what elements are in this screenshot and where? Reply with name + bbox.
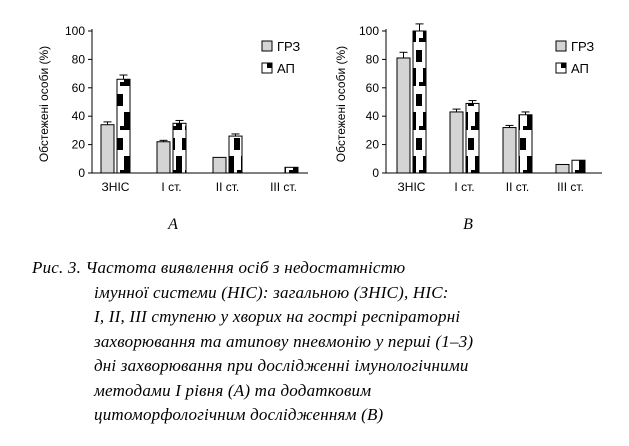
y-tick-label: 40 xyxy=(72,109,86,123)
bar-grz xyxy=(212,156,227,174)
caption-line: цитоморфологічним дослідженням (В) xyxy=(94,405,384,424)
legend-swatch-grz xyxy=(555,40,567,52)
legend-label-grz: ГРЗ xyxy=(571,39,594,54)
bar-ap xyxy=(412,30,427,174)
caption-line: I, II, III ступеню у хворих на гострі ре… xyxy=(94,307,461,326)
panel-label: В xyxy=(463,216,473,233)
x-tick-label: II ст. xyxy=(506,180,530,194)
bar-ap xyxy=(284,166,299,174)
bar-ap xyxy=(518,114,533,174)
x-tick-label: II ст. xyxy=(216,180,240,194)
y-tick-label: 60 xyxy=(366,81,380,95)
bar-grz xyxy=(100,124,115,174)
y-tick-label: 0 xyxy=(78,166,85,180)
legend-label-grz: ГРЗ xyxy=(277,39,300,54)
bar-grz xyxy=(156,141,171,174)
y-tick-label: 100 xyxy=(65,24,85,38)
y-axis-label: Обстежені особи (%) xyxy=(334,46,348,162)
x-tick-label: ЗНІС xyxy=(398,180,426,194)
legend-label-ap: АП xyxy=(571,61,589,76)
bar-grz xyxy=(555,163,570,174)
legend-swatch-ap xyxy=(261,62,273,74)
y-tick-label: 80 xyxy=(366,52,380,66)
legend-swatch-grz xyxy=(261,40,273,52)
bar-ap xyxy=(172,122,187,174)
caption-line: імунної системи (НІС): загальною (ЗНІС),… xyxy=(94,282,449,302)
x-tick-label: I ст. xyxy=(161,180,181,194)
caption-line: Рис. 3. Частота виявлення осіб з недоста… xyxy=(32,258,406,277)
bar-ap xyxy=(228,135,243,174)
panel-label: А xyxy=(167,216,178,233)
legend-swatch-ap xyxy=(555,62,567,74)
bar-ap xyxy=(116,78,131,174)
caption-line: дні захворювання при дослідженні імуноло… xyxy=(94,356,469,375)
y-tick-label: 20 xyxy=(366,138,380,152)
chart-panel-b: 0 20 40 60 80 100 Обстежені особи (%) ЗНІС I ст.… xyxy=(334,23,602,233)
x-tick-label: III ст. xyxy=(270,180,297,194)
y-tick-label: 60 xyxy=(72,81,86,95)
legend-label-ap: АП xyxy=(277,61,295,76)
bar-grz xyxy=(502,127,517,174)
figure-caption: Рис. 3. Частота виявлення осіб з недоста… xyxy=(32,256,612,428)
y-tick-label: 20 xyxy=(72,138,86,152)
chart-panel-a: 0 20 40 60 80 100 Обстежені особи (%) ЗНІС I ст.… xyxy=(37,24,308,233)
y-tick-label: 100 xyxy=(359,24,379,38)
bar-grz xyxy=(396,57,411,174)
x-tick-label: I ст. xyxy=(454,180,474,194)
y-axis-label: Обстежені особи (%) xyxy=(37,46,51,162)
y-tick-label: 0 xyxy=(372,166,379,180)
bar-ap xyxy=(465,102,480,174)
x-tick-label: III ст. xyxy=(557,180,584,194)
y-tick-label: 40 xyxy=(366,109,380,123)
figure-charts: 0 20 40 60 80 100 Обстежені особи (%) ЗНІС I ст.… xyxy=(37,23,602,233)
x-tick-label: ЗНІС xyxy=(102,180,130,194)
bar-ap xyxy=(571,159,586,174)
caption-line: методами I рівня (А) та додатковим xyxy=(94,380,372,400)
caption-line: захворювання та атипову пневмонію у перш… xyxy=(94,331,474,351)
bar-grz xyxy=(449,111,464,174)
y-tick-label: 80 xyxy=(72,52,86,66)
